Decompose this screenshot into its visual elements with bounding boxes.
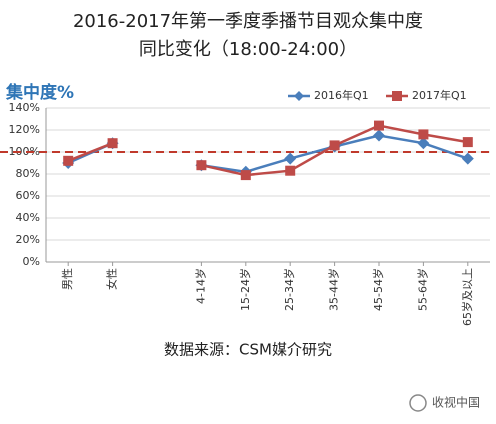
x-tick-label: 男性 bbox=[60, 268, 74, 290]
point bbox=[418, 129, 429, 140]
point bbox=[329, 140, 340, 151]
y-tick-label: 100% bbox=[9, 145, 40, 158]
x-tick-label: 女性 bbox=[105, 268, 119, 290]
series-line bbox=[67, 124, 469, 177]
point bbox=[373, 129, 385, 142]
point bbox=[285, 165, 296, 176]
point bbox=[107, 138, 118, 149]
point bbox=[461, 152, 474, 165]
x-tick-label: 25-34岁 bbox=[282, 268, 296, 311]
x-tick-label: 15-24岁 bbox=[238, 268, 252, 311]
y-tick-label: 0% bbox=[23, 255, 40, 268]
source: 数据来源：CSM媒介研究 bbox=[164, 341, 332, 359]
point bbox=[284, 152, 297, 165]
legend-marker bbox=[392, 91, 402, 101]
point bbox=[196, 160, 207, 171]
watermark: 收视中国 bbox=[432, 395, 480, 410]
y-tick-label: 40% bbox=[16, 211, 40, 224]
y-tick-label: 60% bbox=[16, 189, 40, 202]
x-tick-label: 45-54岁 bbox=[371, 268, 385, 311]
y-tick-label: 120% bbox=[9, 123, 40, 136]
point bbox=[417, 137, 430, 150]
point bbox=[63, 155, 74, 166]
y-tick-label: 20% bbox=[16, 233, 40, 246]
legend-label: 2016年Q1 bbox=[314, 88, 369, 102]
point bbox=[240, 170, 251, 181]
series-line bbox=[67, 134, 469, 174]
legend-marker bbox=[294, 91, 304, 101]
y-tick-label: 80% bbox=[16, 167, 40, 180]
y-tick-label: 140% bbox=[9, 101, 40, 114]
point bbox=[462, 137, 473, 148]
chart-title: 2016-2017年第一季度季播节目观众集中度 bbox=[73, 11, 423, 32]
watermark-icon bbox=[409, 394, 427, 412]
chart-subtitle: 同比变化（18:00-24:00） bbox=[139, 39, 357, 60]
point bbox=[374, 120, 384, 131]
x-tick-label: 65岁及以上 bbox=[460, 268, 474, 326]
x-tick-label: 55-64岁 bbox=[415, 268, 429, 311]
legend-label: 2017年Q1 bbox=[412, 88, 467, 102]
x-tick-label: 35-44岁 bbox=[327, 268, 341, 311]
x-tick-label: 4-14岁 bbox=[193, 268, 207, 304]
y-axis-label: 集中度% bbox=[5, 82, 74, 103]
